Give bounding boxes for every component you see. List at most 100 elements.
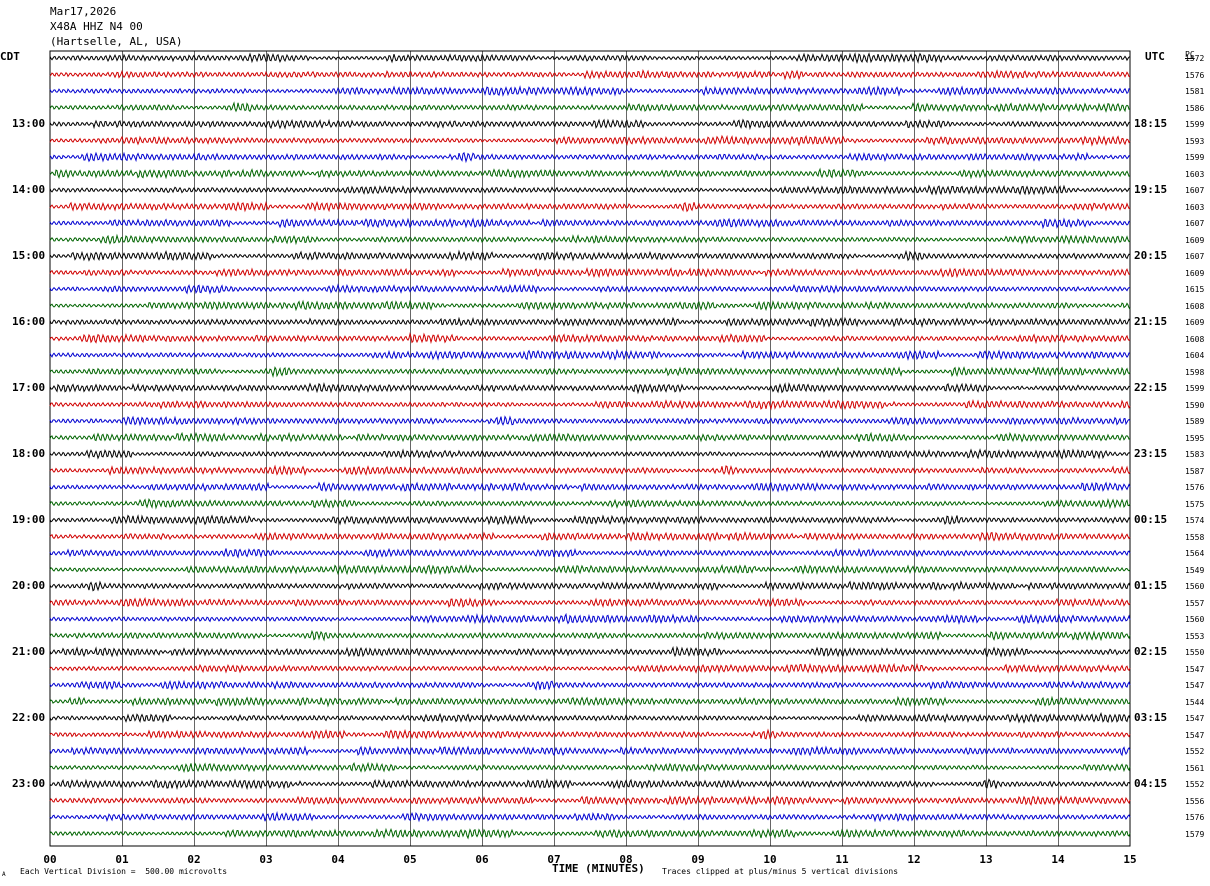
right-hour-label: 22:15 — [1134, 381, 1168, 394]
row-count-label: 1607 — [1185, 252, 1205, 261]
trace-row — [49, 761, 1131, 773]
x-tick-label: 09 — [691, 853, 705, 866]
trace-row — [49, 266, 1131, 279]
right-hour-label: 21:15 — [1134, 315, 1168, 328]
left-hour-label: 16:00 — [12, 315, 46, 328]
x-tick-label: 14 — [1051, 853, 1065, 866]
right-hour-label: 04:15 — [1134, 777, 1168, 790]
row-count-label: 1589 — [1185, 417, 1205, 426]
trace-row — [49, 200, 1131, 213]
clip-note: Traces clipped at plus/minus 5 vertical … — [662, 867, 899, 876]
right-timezone-label: UTC — [1145, 50, 1165, 63]
trace-row — [49, 464, 1131, 477]
row-count-label: 1560 — [1185, 615, 1205, 624]
x-tick-label: 06 — [475, 853, 489, 866]
trace-row — [49, 827, 1131, 840]
right-hour-label: 03:15 — [1134, 711, 1168, 724]
row-count-label: 1615 — [1185, 285, 1205, 294]
right-hour-label: 00:15 — [1134, 513, 1168, 526]
scale-note: Each Vertical Division = 500.00 microvol… — [20, 867, 228, 876]
left-timezone-label: CDT — [0, 50, 20, 63]
right-hour-label: 23:15 — [1134, 447, 1168, 460]
left-hour-label: 15:00 — [12, 249, 46, 262]
x-tick-label: 07 — [547, 853, 561, 866]
trace-row — [49, 366, 1131, 379]
trace-row — [49, 563, 1131, 576]
trace-row — [49, 448, 1131, 460]
trace-row — [49, 711, 1131, 724]
trace-row — [49, 85, 1131, 97]
row-count-label: 1607 — [1185, 219, 1205, 228]
row-count-label: 1581 — [1185, 87, 1205, 96]
left-hour-label: 18:00 — [12, 447, 46, 460]
trace-row — [49, 348, 1131, 362]
trace-row — [49, 299, 1131, 312]
row-count-label: 1575 — [1185, 499, 1205, 509]
row-count-label: 1595 — [1185, 433, 1205, 443]
row-count-label: 1586 — [1185, 103, 1205, 113]
x-tick-label: 13 — [979, 853, 993, 866]
right-hour-label: 18:15 — [1134, 117, 1168, 130]
row-count-label: 1549 — [1185, 565, 1205, 575]
row-count-label: 1599 — [1185, 120, 1205, 129]
header-station: X48A HHZ N4 00 — [50, 20, 143, 33]
row-count-label: 1609 — [1185, 268, 1205, 278]
trace-row — [49, 184, 1131, 196]
row-count-label: 1544 — [1185, 697, 1205, 707]
x-tick-label: 02 — [187, 853, 201, 866]
row-count-label: 1547 — [1185, 681, 1205, 690]
left-hour-label: 22:00 — [12, 711, 46, 724]
row-count-label: 1607 — [1185, 186, 1205, 195]
row-count-label: 1572 — [1185, 54, 1205, 63]
row-count-label: 1609 — [1185, 235, 1205, 245]
left-hour-label: 21:00 — [12, 645, 46, 658]
row-count-label: 1558 — [1185, 532, 1205, 542]
trace-row — [49, 778, 1131, 791]
trace-row — [49, 316, 1131, 328]
trace-row — [49, 580, 1131, 592]
row-count-label: 1560 — [1185, 582, 1205, 591]
x-tick-label: 10 — [763, 853, 777, 866]
row-count-label: 1608 — [1185, 301, 1205, 311]
trace-row — [49, 415, 1131, 427]
trace-row — [49, 382, 1131, 395]
row-count-label: 1590 — [1185, 400, 1205, 410]
x-axis-title: TIME (MINUTES) — [552, 862, 645, 875]
row-count-label: 1598 — [1185, 367, 1205, 377]
trace-row — [49, 498, 1131, 510]
trace-row — [49, 481, 1131, 493]
corner-mark: A — [2, 871, 6, 878]
right-hour-label: 20:15 — [1134, 249, 1168, 262]
trace-row — [49, 399, 1131, 411]
trace-row — [49, 217, 1131, 230]
row-count-label: 1599 — [1185, 384, 1205, 393]
trace-row — [49, 69, 1131, 81]
plot-frame — [49, 50, 1131, 847]
row-count-label: 1574 — [1185, 516, 1205, 525]
trace-row — [49, 794, 1131, 806]
trace-row — [49, 249, 1131, 262]
x-tick-label: 11 — [835, 853, 849, 866]
trace-row — [49, 118, 1130, 131]
trace-row — [49, 530, 1131, 543]
trace-row — [49, 167, 1131, 180]
left-hour-label: 19:00 — [12, 513, 46, 526]
row-count-label: 1552 — [1185, 780, 1205, 789]
x-tick-label: 00 — [43, 853, 57, 866]
row-count-label: 1576 — [1185, 813, 1205, 822]
x-tick-label: 12 — [907, 853, 921, 866]
x-tick-label: 15 — [1123, 853, 1137, 866]
x-tick-label: 05 — [403, 853, 417, 866]
trace-row — [49, 612, 1131, 625]
x-tick-label: 01 — [115, 853, 129, 866]
row-count-label: 1603 — [1185, 169, 1205, 179]
left-hour-label: 13:00 — [12, 117, 46, 130]
trace-row — [49, 52, 1131, 65]
x-tick-label: 04 — [331, 853, 345, 866]
row-count-label: 1593 — [1185, 136, 1205, 146]
row-count-label: 1550 — [1185, 648, 1205, 657]
right-hour-label: 01:15 — [1134, 579, 1168, 592]
trace-row — [49, 431, 1131, 443]
row-count-label: 1557 — [1185, 598, 1205, 608]
